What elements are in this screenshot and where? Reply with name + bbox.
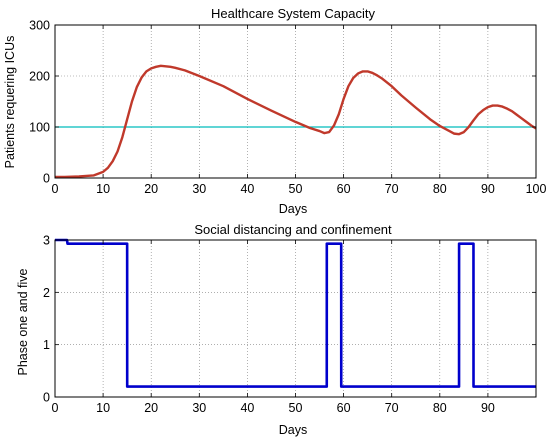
x-tick-label: 0 [52, 401, 59, 415]
x-tick-label: 30 [192, 182, 206, 196]
x-tick-label: 50 [289, 401, 303, 415]
x-tick-label: 100 [526, 182, 547, 196]
chart-2-xlabel: Days [279, 423, 307, 437]
x-tick-label: 0 [52, 182, 59, 196]
chart-2-grid [55, 240, 536, 397]
x-tick-label: 10 [96, 401, 110, 415]
x-tick-label: 40 [240, 401, 254, 415]
x-tick-label: 20 [144, 401, 158, 415]
chart-2-title: Social distancing and confinement [194, 222, 392, 237]
x-tick-label: 90 [481, 401, 495, 415]
x-tick-label: 70 [385, 182, 399, 196]
chart-1-series-line [55, 64, 537, 179]
chart-1-ylabel: Patients requering ICUs [3, 36, 17, 169]
x-tick-label: 40 [240, 182, 254, 196]
x-tick-label: 30 [192, 401, 206, 415]
x-tick-label: 80 [433, 401, 447, 415]
y-tick-label: 3 [43, 234, 50, 248]
chart-1-xlabel: Days [279, 202, 307, 216]
x-tick-label: 80 [433, 182, 447, 196]
y-tick-label: 0 [43, 172, 50, 186]
x-tick-label: 60 [337, 182, 351, 196]
x-tick-label: 60 [337, 401, 351, 415]
chart-1-plot-frame [54, 24, 537, 179]
chart-2-ylabel: Phase one and five [16, 268, 30, 375]
chart-2-series-line [55, 238, 536, 388]
y-tick-label: 0 [43, 391, 50, 405]
y-tick-label: 2 [43, 286, 50, 300]
chart-social-distancing: Social distancing and confinement 0 10 20 3… [16, 222, 537, 437]
chart-2-ticks: 0 10 20 30 40 50 60 70 80 90 0 1 2 3 [43, 234, 536, 415]
chart-1-title: Healthcare System Capacity [211, 6, 376, 21]
y-tick-label: 100 [29, 121, 50, 135]
y-tick-label: 200 [29, 70, 50, 84]
x-tick-label: 10 [96, 182, 110, 196]
chart-healthcare-capacity: Healthcare System Capacity 0 10 20 30 40 50 60… [3, 6, 546, 216]
x-tick-label: 50 [289, 182, 303, 196]
x-tick-label: 20 [144, 182, 158, 196]
x-tick-label: 70 [385, 401, 399, 415]
y-tick-label: 1 [43, 338, 50, 352]
x-tick-label: 90 [481, 182, 495, 196]
chart-1-ticks: 0 10 20 30 40 50 60 70 80 90 100 0 100 200 300 [29, 19, 546, 197]
chart-1-grid [55, 25, 536, 178]
y-tick-label: 300 [29, 19, 50, 33]
